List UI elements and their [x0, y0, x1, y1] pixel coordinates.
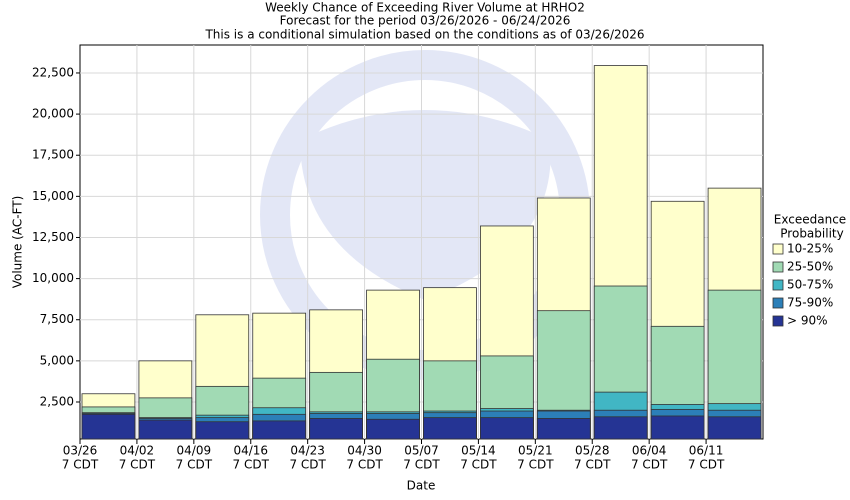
legend-title: Exceedance	[774, 213, 846, 227]
bar	[81, 413, 136, 440]
legend-swatch	[772, 243, 784, 255]
y-tick-label: 7,500	[40, 312, 74, 326]
chart-subtitle: This is a conditional simulation based o…	[204, 28, 644, 42]
legend-label: 10-25%	[787, 242, 833, 256]
x-tick-label: 06/11	[689, 444, 724, 458]
x-tick-label: 04/30	[347, 444, 382, 458]
x-tick-label: 05/21	[518, 444, 553, 458]
bar	[480, 417, 534, 440]
x-tick-label: 04/02	[120, 444, 155, 458]
y-tick-label: 12,500	[32, 230, 74, 244]
chart-title: Weekly Chance of Exceeding River Volume …	[265, 1, 585, 15]
x-tick-label: 7 CDT	[289, 458, 326, 472]
y-tick-label: 2,500	[40, 394, 74, 408]
x-tick-label: 7 CDT	[176, 458, 213, 472]
x-tick-label: 05/28	[575, 444, 610, 458]
x-tick-label: 7 CDT	[631, 458, 668, 472]
x-axis-label: Date	[407, 479, 436, 493]
x-tick-label: 7 CDT	[119, 458, 156, 472]
x-tick-label: 04/23	[290, 444, 325, 458]
bar	[593, 416, 648, 440]
x-tick-label: 7 CDT	[517, 458, 554, 472]
x-tick-label: 04/09	[177, 444, 212, 458]
x-tick-label: 7 CDT	[233, 458, 270, 472]
bar	[536, 418, 591, 440]
y-tick-label: 22,500	[32, 65, 74, 79]
x-tick-label: 7 CDT	[346, 458, 383, 472]
x-tick-label: 05/07	[404, 444, 439, 458]
legend-swatch	[772, 315, 784, 327]
legend-label: 50-75%	[787, 278, 833, 292]
legend-label: 75-90%	[787, 296, 833, 310]
x-tick-label: 03/26	[63, 444, 98, 458]
bar	[707, 416, 762, 440]
x-tick-label: 05/14	[461, 444, 496, 458]
legend-swatch	[772, 261, 784, 273]
x-tick-label: 04/16	[233, 444, 268, 458]
x-tick-label: 06/04	[632, 444, 667, 458]
y-axis-label: Volume (AC-FT)	[11, 196, 25, 289]
bar	[195, 421, 250, 440]
chart-subtitle: Forecast for the period 03/26/2026 - 06/…	[280, 14, 571, 28]
bar	[423, 417, 477, 440]
bar	[252, 420, 307, 440]
legend-swatch	[772, 297, 784, 309]
legend-swatch	[772, 279, 784, 291]
bar	[650, 415, 705, 440]
legend-title: Probability	[780, 227, 843, 241]
y-tick-label: 5,000	[40, 353, 74, 367]
legend-label: 25-50%	[787, 260, 833, 274]
y-tick-label: 17,500	[32, 148, 74, 162]
y-tick-label: 20,000	[32, 107, 74, 121]
x-tick-label: 7 CDT	[403, 458, 440, 472]
bar	[309, 418, 363, 440]
y-tick-label: 10,000	[32, 271, 74, 285]
legend-label: > 90%	[787, 314, 828, 328]
x-tick-label: 7 CDT	[574, 458, 611, 472]
y-tick-label: 15,000	[32, 189, 74, 203]
x-tick-label: 7 CDT	[460, 458, 497, 472]
bar	[366, 418, 420, 440]
bar	[138, 419, 193, 440]
x-tick-label: 7 CDT	[688, 458, 725, 472]
x-tick-label: 7 CDT	[62, 458, 99, 472]
